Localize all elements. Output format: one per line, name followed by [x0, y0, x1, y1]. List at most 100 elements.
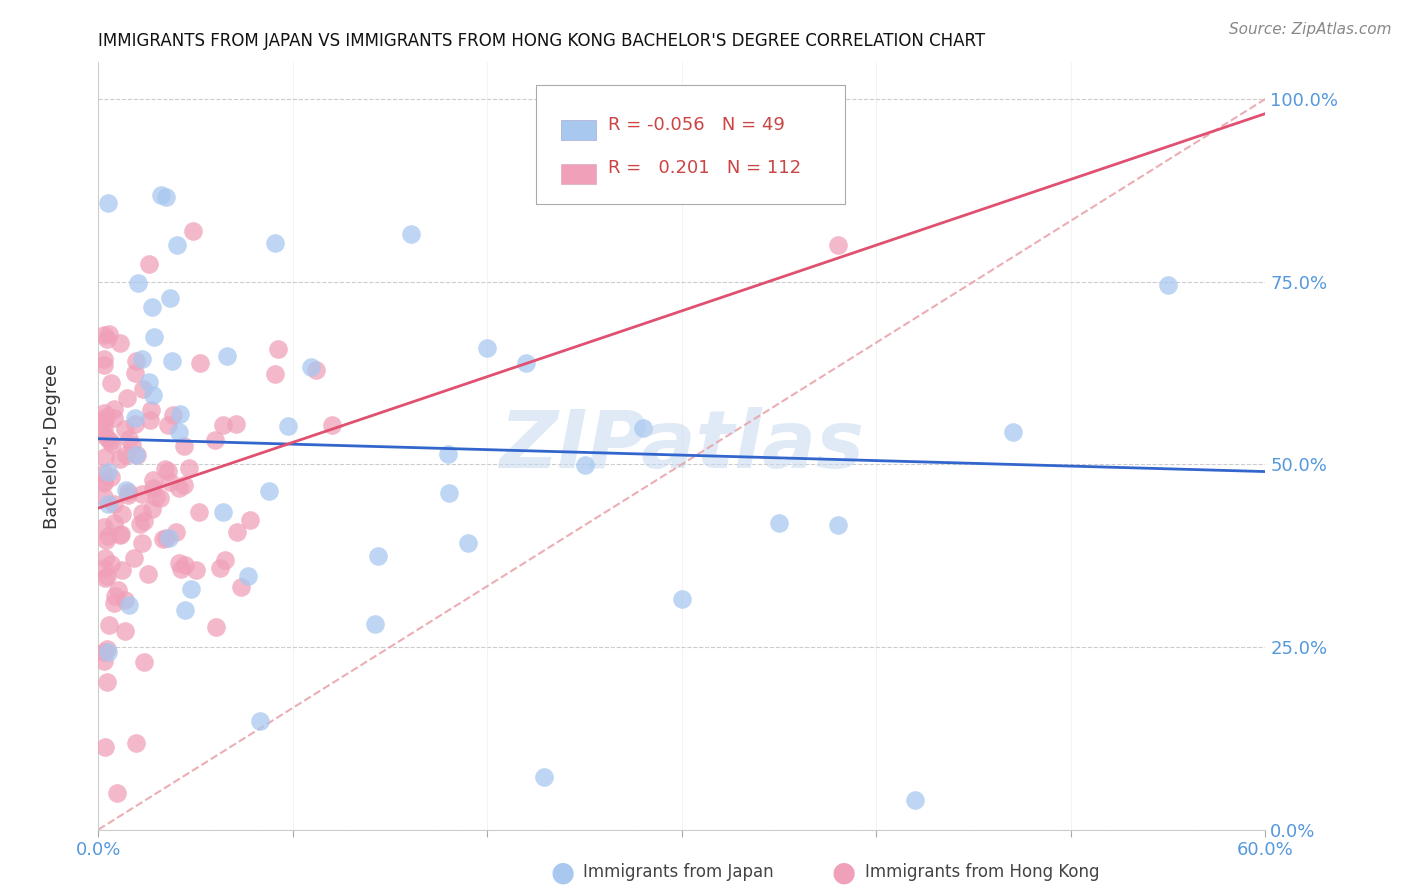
- Point: [101, 437, 124, 451]
- Point: [103, 516, 125, 530]
- Point: [93, 491, 115, 505]
- Point: [145, 491, 167, 505]
- Point: [155, 189, 177, 203]
- FancyBboxPatch shape: [536, 86, 845, 204]
- Point: [225, 417, 247, 431]
- Point: [94, 409, 117, 424]
- Point: [257, 484, 280, 499]
- Point: [167, 556, 190, 570]
- Point: [367, 549, 389, 564]
- Point: [152, 533, 174, 547]
- Point: [114, 422, 136, 436]
- Point: [768, 516, 790, 531]
- Point: [138, 375, 160, 389]
- Point: [174, 603, 197, 617]
- Point: [170, 562, 193, 576]
- Point: [181, 224, 204, 238]
- Point: [98, 327, 121, 342]
- Point: [264, 235, 287, 250]
- Point: [143, 330, 166, 344]
- Point: [114, 624, 136, 638]
- Point: [132, 382, 155, 396]
- Point: [299, 360, 322, 375]
- Point: [97, 497, 120, 511]
- Point: [827, 517, 849, 532]
- Point: [149, 188, 172, 202]
- Point: [124, 367, 146, 381]
- Point: [169, 425, 191, 439]
- Point: [125, 736, 148, 750]
- Point: [124, 417, 146, 432]
- Point: [100, 557, 122, 571]
- Point: [211, 417, 233, 432]
- Point: [93, 426, 115, 441]
- Point: [179, 461, 201, 475]
- Point: [156, 417, 179, 432]
- Point: [574, 458, 596, 472]
- Point: [160, 353, 183, 368]
- Point: [159, 292, 181, 306]
- Point: [125, 448, 148, 462]
- Point: [93, 351, 115, 366]
- Point: [93, 406, 115, 420]
- Text: IMMIGRANTS FROM JAPAN VS IMMIGRANTS FROM HONG KONG BACHELOR'S DEGREE CORRELATION: IMMIGRANTS FROM JAPAN VS IMMIGRANTS FROM…: [98, 32, 986, 50]
- Point: [124, 411, 146, 425]
- Point: [118, 432, 141, 446]
- Text: R = -0.056   N = 49: R = -0.056 N = 49: [609, 116, 786, 134]
- Point: [97, 645, 120, 659]
- Point: [249, 714, 271, 728]
- Point: [114, 592, 136, 607]
- Text: Bachelor's Degree: Bachelor's Degree: [42, 363, 60, 529]
- Point: [827, 238, 849, 252]
- Point: [437, 447, 460, 461]
- FancyBboxPatch shape: [561, 164, 596, 184]
- Point: [94, 450, 117, 464]
- Point: [100, 469, 122, 483]
- Point: [155, 532, 177, 546]
- Point: [110, 528, 132, 542]
- Point: [264, 367, 287, 381]
- Point: [115, 391, 138, 405]
- Point: [142, 482, 165, 496]
- Point: [162, 409, 184, 423]
- Point: [93, 421, 115, 435]
- Point: [136, 566, 159, 581]
- Point: [93, 519, 115, 533]
- Point: [132, 656, 155, 670]
- Point: [131, 352, 153, 367]
- Point: [111, 508, 134, 522]
- Point: [96, 569, 118, 583]
- Text: Immigrants from Hong Kong: Immigrants from Hong Kong: [865, 863, 1099, 881]
- Point: [118, 599, 141, 613]
- Point: [108, 335, 131, 350]
- Point: [107, 582, 129, 597]
- Point: [437, 485, 460, 500]
- Point: [97, 618, 120, 632]
- Point: [110, 563, 132, 577]
- Point: [103, 410, 125, 425]
- Point: [457, 536, 479, 550]
- Point: [238, 569, 260, 583]
- Point: [97, 195, 120, 210]
- Point: [94, 551, 117, 566]
- Point: [533, 770, 555, 784]
- Point: [122, 550, 145, 565]
- Point: [131, 487, 153, 501]
- Point: [904, 793, 927, 807]
- Point: [188, 355, 211, 369]
- Point: [93, 654, 115, 668]
- Point: [671, 592, 693, 607]
- Point: [141, 501, 163, 516]
- Point: [96, 430, 118, 444]
- Point: [96, 332, 118, 346]
- Point: [93, 358, 115, 372]
- Point: [209, 561, 232, 575]
- Point: [173, 439, 195, 453]
- Point: [93, 739, 115, 754]
- Point: [117, 488, 139, 502]
- Point: [105, 786, 128, 800]
- Point: [139, 412, 162, 426]
- Point: [1157, 278, 1180, 293]
- Point: [214, 553, 236, 567]
- Point: [100, 376, 122, 390]
